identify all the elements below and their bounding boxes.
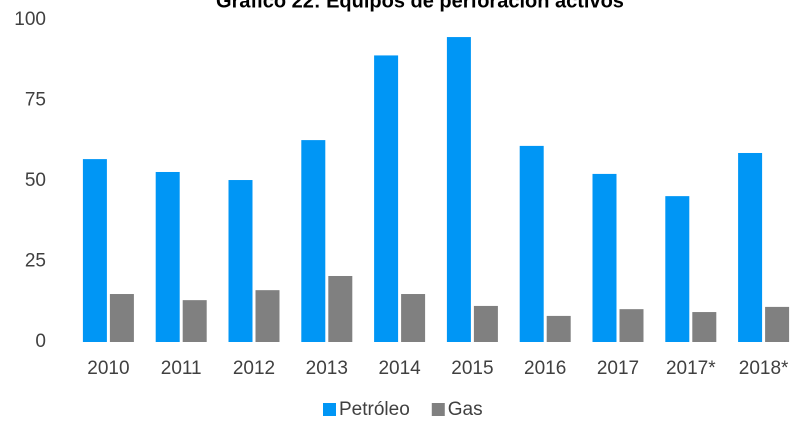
x-tick-label: 2017* (666, 358, 716, 379)
y-tick-label: 100 (14, 9, 46, 30)
legend-label: Petróleo (339, 399, 410, 420)
x-tick-label: 2013 (306, 358, 348, 379)
bar (446, 37, 471, 342)
bar (301, 140, 326, 342)
bar (619, 309, 644, 342)
bar (182, 300, 207, 342)
x-tick-label: 2010 (87, 358, 129, 379)
bar (692, 312, 717, 342)
bar (109, 294, 134, 342)
bar (765, 306, 790, 342)
y-tick-label: 75 (25, 90, 46, 111)
chart-title: Gráfico 22: Equipos de perforación activ… (216, 0, 624, 12)
bar (519, 145, 544, 342)
x-tick-label: 2018* (739, 358, 789, 379)
x-tick-label: 2012 (233, 358, 275, 379)
bar (228, 180, 253, 342)
bar (592, 173, 617, 342)
bar (82, 159, 107, 342)
legend-label: Gas (448, 399, 483, 420)
bar (155, 171, 180, 342)
bar (665, 196, 690, 342)
x-tick-label: 2014 (378, 358, 421, 379)
bar (328, 275, 353, 342)
x-tick-label: 2016 (524, 358, 566, 379)
legend-swatch (323, 403, 336, 416)
x-tick-label: 2017 (597, 358, 639, 379)
bar (374, 55, 399, 343)
x-tick-label: 2011 (161, 358, 202, 379)
bar (738, 152, 763, 342)
y-tick-label: 50 (25, 170, 46, 191)
y-tick-label: 25 (25, 251, 46, 272)
bar (255, 290, 280, 342)
bar (473, 305, 498, 342)
legend-swatch (431, 403, 445, 416)
y-tick-label: 0 (35, 331, 46, 352)
x-tick-label: 2015 (451, 358, 493, 379)
bar (401, 294, 426, 342)
bar (546, 315, 571, 342)
